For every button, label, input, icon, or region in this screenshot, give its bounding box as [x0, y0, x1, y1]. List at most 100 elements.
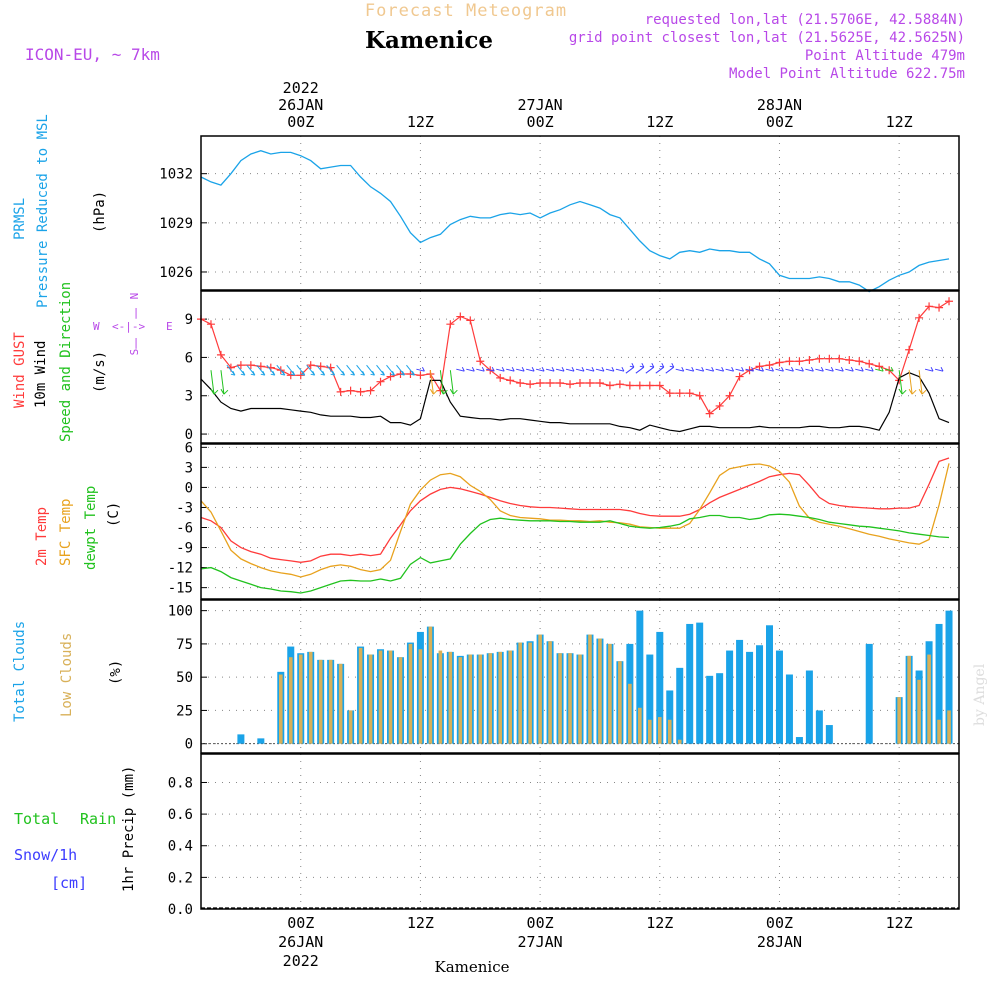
wind-gust-marker [376, 377, 385, 386]
cloud-total-label: Total Clouds [12, 621, 28, 722]
wind-direction-arrow [825, 366, 834, 372]
low-cloud-bar [338, 663, 343, 744]
model-label: ICON-EU, ~ 7km [25, 45, 160, 64]
wind-gust-marker [605, 381, 614, 390]
wind-tick-label: 0 [185, 427, 193, 443]
clouds-frame [200, 599, 960, 754]
total-cloud-bar [756, 645, 764, 744]
wind-gust-marker [755, 362, 764, 371]
wind-gust-marker [546, 378, 555, 387]
rain-word-label: Rain [80, 810, 116, 828]
low-cloud-bar [288, 657, 293, 744]
precip-tick-label: 0.2 [168, 870, 193, 886]
prmsl-labels: PRMSL Pressure Reduced to MSL (hPa) [12, 114, 108, 308]
wind-direction-arrow [705, 366, 715, 372]
low-cloud-bar [907, 655, 911, 744]
wind-direction-arrow [210, 370, 219, 395]
wind-direction-arrow [785, 366, 794, 372]
bottom-time-label: 26JAN [278, 933, 323, 951]
wind-gust-marker [615, 380, 624, 389]
low-cloud-bar [917, 679, 921, 744]
wind-gust-marker [645, 381, 654, 390]
wind-gust-marker [705, 409, 714, 418]
precip-axis-label: 1hr Precip (mm) [121, 766, 137, 892]
pressure-frame [200, 135, 960, 291]
total-cloud-bar [785, 674, 793, 744]
low-cloud-bar [488, 653, 493, 744]
top-time-label: 28JAN [757, 96, 802, 114]
wind-direction-arrow [665, 362, 675, 374]
total-cloud-bar [865, 643, 873, 744]
wind-gust-series-line [200, 300, 950, 415]
low-cloud-bar [368, 654, 373, 744]
wind-gust-marker [695, 391, 704, 400]
wind-gust-marker [665, 389, 674, 398]
wind-gust-marker [835, 354, 844, 363]
low-cloud-bar [608, 643, 612, 744]
wind-direction-arrow [476, 366, 485, 372]
total-cloud-bar [766, 625, 773, 744]
wind-gust-marker [566, 380, 575, 389]
wind-direction-arrow [246, 364, 256, 376]
total-cloud-bar [666, 690, 674, 744]
clouds-tick-label: 75 [176, 637, 193, 653]
low-cloud-bar [677, 739, 682, 744]
top-time-label: 26JAN [278, 96, 323, 114]
plot-layers: 1026102910320369-15-12-9-6-3036025507510… [159, 79, 960, 970]
wind-direction-arrow [506, 366, 515, 372]
low-cloud-bar [378, 650, 383, 744]
wind-direction-arrow [526, 366, 535, 372]
wind-tick-label: 9 [185, 312, 193, 328]
wind-gust-marker [306, 361, 315, 370]
wind-direction-arrow [595, 366, 605, 372]
total-cloud-bar [746, 651, 754, 744]
cloud-labels: Total Clouds Low Clouds (%) [12, 621, 124, 722]
low-cloud-bar [667, 719, 672, 744]
wind-direction-arrow [908, 370, 917, 395]
top-time-label: 27JAN [518, 96, 563, 114]
wind-direction-arrow [396, 364, 405, 376]
wind-direction-arrow [326, 364, 336, 376]
wind-direction-arrow [429, 370, 438, 395]
wind-gust-marker [685, 389, 694, 398]
precip-tick-label: 0.4 [168, 839, 193, 855]
wind-speed-dir-label: Speed and Direction [58, 282, 74, 442]
wind-gust-marker [795, 357, 804, 366]
bottom-time-label: 00Z [287, 914, 314, 932]
model-altitude: Model Point Altitude 622.75m [729, 66, 965, 82]
total-cloud-bar [686, 623, 694, 744]
wind-direction-arrow [845, 366, 854, 372]
wind-gust-marker [206, 320, 215, 329]
rain-total-label: Total [14, 810, 59, 828]
wind-gust-marker [386, 372, 395, 381]
wind-gust-marker [675, 389, 684, 398]
wind-gust-marker [765, 361, 774, 370]
wind-direction-arrow [635, 362, 645, 374]
low-cloud-bar [598, 638, 602, 744]
wind-gust-marker [346, 386, 355, 395]
compass-s: S [128, 349, 141, 356]
wind-gust-marker [456, 312, 465, 321]
temp-2m-label: 2m Temp [34, 507, 50, 566]
total-cloud-bar [716, 673, 724, 744]
bottom-time-label: 2022 [283, 952, 319, 970]
wind-gust-marker [506, 376, 515, 385]
temperature-tick-label: 0 [185, 480, 193, 496]
total-cloud-bar [726, 650, 734, 744]
wind-gust-marker [905, 345, 914, 354]
compass-n: N [128, 293, 141, 300]
low-cloud-bar [348, 710, 353, 744]
wind-direction-arrow [565, 366, 575, 372]
total-cloud-bar [676, 667, 684, 744]
wind-direction-arrow [336, 364, 346, 376]
clouds-tick-label: 25 [176, 703, 193, 719]
wind-direction-arrow [924, 366, 934, 372]
temp-labels: 2m Temp SFC Temp dewpt Temp (C) [34, 486, 122, 570]
total-cloud-bar [646, 654, 654, 744]
wind-gust-marker [366, 386, 375, 395]
bottom-time-label: 12Z [646, 914, 673, 932]
top-time-label: 00Z [766, 113, 793, 131]
low-cloud-bar [568, 653, 572, 744]
